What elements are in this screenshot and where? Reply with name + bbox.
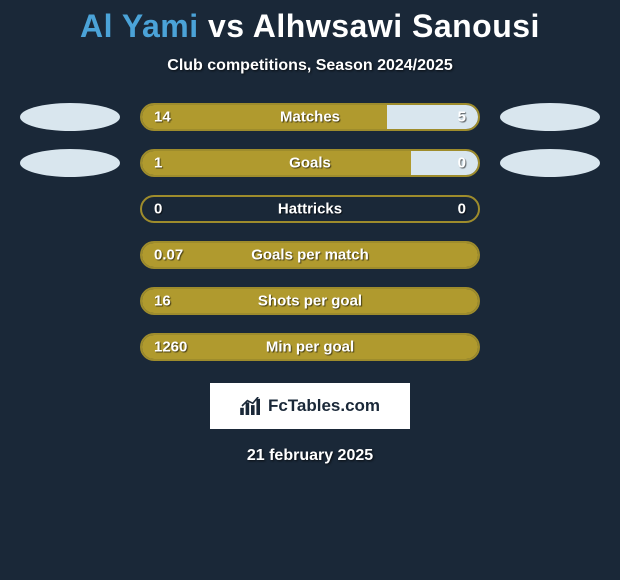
stat-value-player1: 1 <box>154 155 162 172</box>
marker-placeholder <box>20 195 120 223</box>
stat-label: Matches <box>280 109 340 126</box>
logo-text: FcTables.com <box>268 396 380 416</box>
player1-marker <box>20 103 120 131</box>
stat-row: 1 Goals 0 <box>0 149 620 177</box>
marker-placeholder <box>500 195 600 223</box>
comparison-infographic: Al Yami vs Alhwsawi Sanousi Club competi… <box>0 0 620 465</box>
bar-fill-player1 <box>142 105 387 129</box>
stat-label: Shots per goal <box>258 293 362 310</box>
stat-bar: 1 Goals 0 <box>140 149 480 177</box>
player1-name: Al Yami <box>80 8 199 44</box>
stat-bar: 1260 Min per goal <box>140 333 480 361</box>
source-logo: FcTables.com <box>210 383 410 429</box>
player1-marker <box>20 149 120 177</box>
marker-placeholder <box>20 287 120 315</box>
player2-marker <box>500 103 600 131</box>
bar-fill-player2 <box>411 151 478 175</box>
stat-row: 1260 Min per goal <box>0 333 620 361</box>
marker-placeholder <box>500 241 600 269</box>
stat-row: 0 Hattricks 0 <box>0 195 620 223</box>
player2-name: Alhwsawi Sanousi <box>253 8 540 44</box>
stat-value-player2: 0 <box>458 201 466 218</box>
stat-label: Goals <box>289 155 331 172</box>
page-title: Al Yami vs Alhwsawi Sanousi <box>80 8 540 45</box>
stat-value-player2: 5 <box>458 109 466 126</box>
stat-label: Hattricks <box>278 201 342 218</box>
stat-value-player1: 0.07 <box>154 247 183 264</box>
marker-placeholder <box>500 287 600 315</box>
bars-icon <box>240 397 262 415</box>
stat-bar: 0.07 Goals per match <box>140 241 480 269</box>
stat-label: Goals per match <box>251 247 369 264</box>
stat-rows: 14 Matches 5 1 Goals 0 0 Hattricks 0 0.07 Goals pe… <box>0 103 620 361</box>
marker-placeholder <box>20 333 120 361</box>
stat-value-player1: 16 <box>154 293 171 310</box>
vs-text: vs <box>199 8 253 44</box>
stat-bar: 16 Shots per goal <box>140 287 480 315</box>
bar-fill-player1 <box>142 151 411 175</box>
stat-bar: 14 Matches 5 <box>140 103 480 131</box>
date-text: 21 february 2025 <box>247 447 373 465</box>
stat-bar: 0 Hattricks 0 <box>140 195 480 223</box>
marker-placeholder <box>500 333 600 361</box>
player2-marker <box>500 149 600 177</box>
stat-label: Min per goal <box>266 339 354 356</box>
subtitle: Club competitions, Season 2024/2025 <box>167 57 452 75</box>
stat-value-player1: 14 <box>154 109 171 126</box>
stat-value-player1: 0 <box>154 201 162 218</box>
stat-value-player1: 1260 <box>154 339 187 356</box>
stat-row: 0.07 Goals per match <box>0 241 620 269</box>
stat-row: 16 Shots per goal <box>0 287 620 315</box>
stat-row: 14 Matches 5 <box>0 103 620 131</box>
marker-placeholder <box>20 241 120 269</box>
stat-value-player2: 0 <box>458 155 466 172</box>
